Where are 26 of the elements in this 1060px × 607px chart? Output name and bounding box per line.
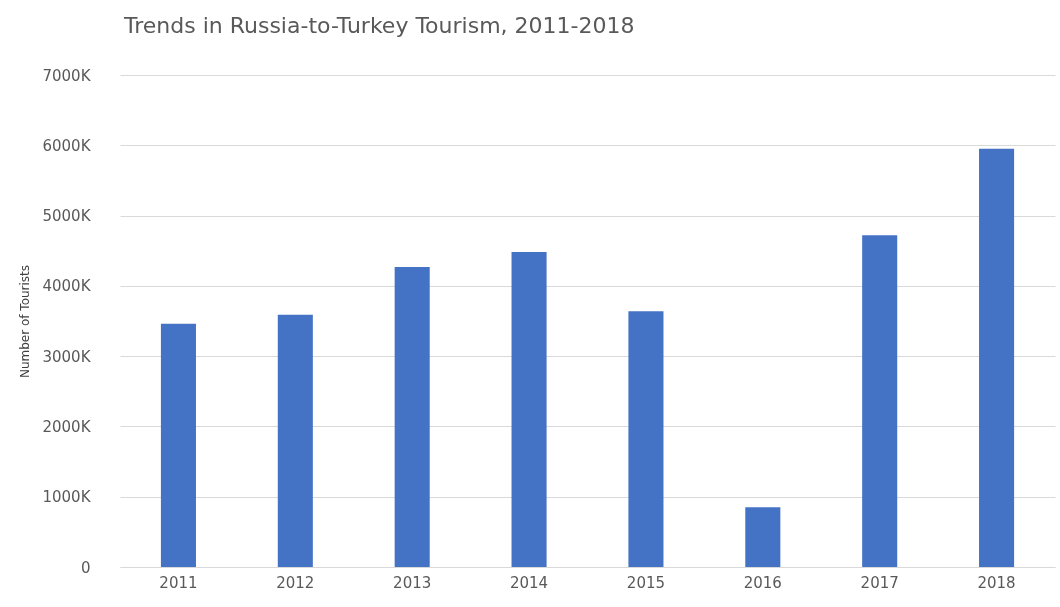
y-axis-title: Number of Tourists	[18, 264, 33, 379]
y-tick-label: 5000K	[42, 207, 92, 226]
x-tick-label: 2012	[276, 573, 315, 592]
chart-title: Trends in Russia-to-Turkey Tourism, 2011-2018	[122, 13, 635, 38]
bar	[745, 507, 781, 567]
bar	[394, 266, 430, 567]
bar	[277, 314, 313, 567]
y-tick-label: 0	[80, 558, 91, 577]
x-tick-label: 2015	[626, 573, 666, 592]
y-tick-label: 7000K	[42, 66, 92, 85]
x-tick-label: 2016	[743, 573, 782, 592]
y-tick-label: 3000K	[42, 347, 92, 366]
y-tick-label: 2000K	[42, 417, 92, 436]
y-tick-label: 4000K	[42, 277, 92, 296]
x-tick-label: 2018	[977, 573, 1016, 592]
bar	[511, 252, 547, 567]
y-tick-label: 6000K	[42, 136, 92, 155]
x-tick-label: 2014	[509, 573, 549, 592]
bar	[628, 311, 664, 567]
y-tick-label: 1000K	[42, 488, 92, 507]
bar	[160, 323, 196, 567]
x-tick-label: 2013	[393, 573, 432, 592]
bar	[862, 235, 898, 567]
x-tick-label: 2011	[159, 573, 198, 592]
bar	[979, 148, 1015, 567]
x-tick-label: 2017	[860, 573, 899, 592]
